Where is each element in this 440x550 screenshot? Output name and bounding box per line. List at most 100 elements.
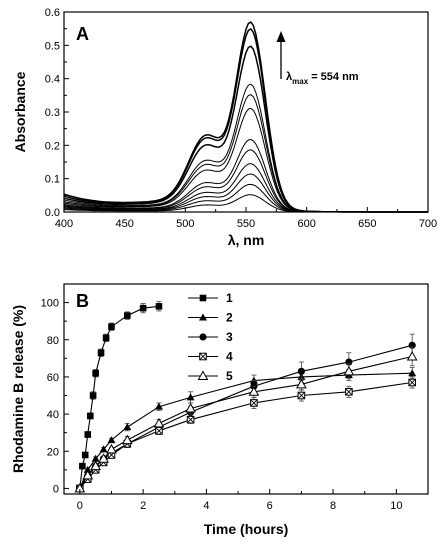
data-point-series-1 <box>97 349 105 357</box>
lambda-max-label: λmax = 554 nm <box>286 71 359 86</box>
data-point-series-1 <box>84 431 92 438</box>
data-point-series-1 <box>89 392 97 399</box>
a-xtick-label: 550 <box>237 218 255 230</box>
a-ytick-label: 0.6 <box>45 7 60 19</box>
panel-a-xlabel: λ, nm <box>228 232 265 248</box>
a-ytick-label: 0.4 <box>45 74 60 86</box>
a-xtick-label: 600 <box>297 218 315 230</box>
data-point-series-4 <box>408 378 416 387</box>
lambda-max-annotation: λmax = 554 nm <box>276 31 359 86</box>
data-point-series-4 <box>250 399 258 407</box>
legend-marker-3 <box>199 333 207 341</box>
a-xtick-label: 450 <box>115 218 133 230</box>
data-point-series-4 <box>155 427 163 435</box>
data-point-series-5 <box>106 443 117 454</box>
data-point-series-5 <box>185 402 196 413</box>
legend-label: 2 <box>226 311 233 325</box>
a-xtick-label: 400 <box>55 218 73 230</box>
data-point-series-4 <box>297 391 306 400</box>
a-xtick-label: 500 <box>176 218 194 230</box>
data-point-series-5 <box>90 460 102 471</box>
data-point-series-2 <box>83 465 92 473</box>
legend-label: 5 <box>226 369 233 383</box>
increase-arrow-head <box>276 31 286 42</box>
data-point-series-5 <box>343 365 355 376</box>
data-point-series-2 <box>123 423 132 431</box>
data-point-series-5 <box>121 434 133 445</box>
data-point-series-2 <box>249 376 258 384</box>
b-xtick-label: 2 <box>140 500 146 512</box>
data-point-series-5 <box>296 378 307 389</box>
data-point-series-2 <box>107 436 116 444</box>
legend-marker-4 <box>199 352 207 361</box>
legend-marker-2 <box>199 313 207 321</box>
data-point-series-1 <box>124 312 131 319</box>
legend-label: 4 <box>226 350 233 364</box>
b-ytick-label: 80 <box>47 335 59 347</box>
release-series <box>74 301 418 493</box>
data-point-series-1 <box>79 462 86 470</box>
legend-item-4: 4 <box>188 350 233 364</box>
absorbance-curve <box>63 107 428 213</box>
data-point-series-1 <box>155 303 163 310</box>
data-point-series-5 <box>153 417 165 428</box>
panel-a: 400 450 500 550 600 650 700 0.0 0.1 0.2 0.3 0.4 0.5 0… <box>12 7 437 248</box>
lambda-symbol: λ <box>286 71 292 83</box>
a-xtick-label: 700 <box>419 218 437 230</box>
b-ytick-label: 60 <box>47 372 59 384</box>
release-line-3 <box>79 344 413 489</box>
data-point-series-1 <box>108 323 115 331</box>
data-point-series-2 <box>408 369 417 377</box>
panel-a-ylabel: Absorbance <box>12 71 28 152</box>
b-xtick-label: 6 <box>267 500 273 512</box>
release-series-5 <box>74 346 418 493</box>
panel-b-xlabel: Time (hours) <box>204 521 289 537</box>
panel-b-frame <box>63 283 429 495</box>
a-ytick-label: 0.3 <box>45 107 60 119</box>
legend-item-5: 5 <box>188 369 233 383</box>
legend-item-1: 1 <box>188 291 233 305</box>
b-ytick-label: 0 <box>53 483 59 495</box>
lambda-subscript: max <box>292 77 309 86</box>
data-point-series-5 <box>406 350 418 361</box>
absorbance-curve <box>63 45 428 213</box>
legend-item-2: 2 <box>188 311 233 325</box>
a-xtick-label: 650 <box>358 218 376 230</box>
data-point-series-5 <box>248 386 260 396</box>
b-ytick-label: 20 <box>47 446 59 458</box>
data-point-series-1 <box>81 451 89 459</box>
a-ytick-label: 0.0 <box>45 207 60 219</box>
b-xtick-label: 8 <box>330 500 336 512</box>
a-ytick-label: 0.5 <box>45 40 60 52</box>
data-point-series-3 <box>297 367 305 375</box>
release-series-2 <box>75 367 417 492</box>
panel-b-legend: 1 2 3 4 5 <box>188 291 233 383</box>
absorbance-curves <box>63 21 428 213</box>
a-ytick-label: 0.1 <box>45 174 60 186</box>
data-point-series-4 <box>186 415 195 424</box>
a-ytick-label: 0.2 <box>45 140 60 152</box>
b-xtick-label: 10 <box>390 500 402 512</box>
b-ytick-label: 100 <box>41 298 59 310</box>
panel-a-letter: A <box>76 24 89 44</box>
data-point-series-2 <box>186 393 195 401</box>
legend-item-3: 3 <box>188 330 233 344</box>
data-point-series-2 <box>154 402 163 410</box>
release-line-5 <box>79 355 413 489</box>
legend-marker-1 <box>199 294 207 302</box>
data-point-series-5 <box>82 469 94 480</box>
absorbance-curve <box>63 21 428 213</box>
lambda-value: = 554 nm <box>308 71 359 83</box>
release-line-4 <box>79 381 413 489</box>
b-xtick-label: 0 <box>77 500 83 512</box>
b-xtick-label: 4 <box>203 500 209 512</box>
release-series-1 <box>76 301 163 492</box>
absorbance-curve <box>63 28 428 213</box>
data-point-series-1 <box>102 334 110 342</box>
panel-b-letter: B <box>76 291 89 311</box>
legend-label: 3 <box>226 330 233 344</box>
data-point-series-4 <box>345 387 353 396</box>
data-point-series-5 <box>98 453 109 463</box>
panel-b-ylabel: Rhodamine B release (%) <box>10 305 26 473</box>
